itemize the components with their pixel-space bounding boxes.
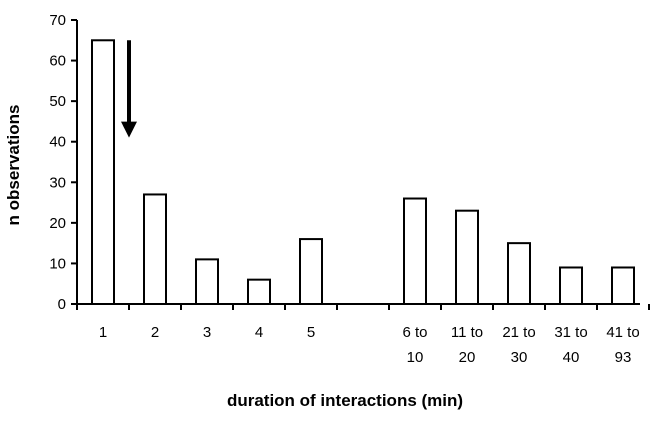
annotation-layer (121, 40, 137, 138)
annotation-arrow-head (121, 121, 137, 138)
x-tick-label: 2 (151, 324, 159, 341)
y-tick-label: 60 (49, 53, 66, 70)
bar (143, 193, 167, 305)
y-tick-label: 40 (49, 134, 66, 151)
x-tick-label: 11 to 20 (451, 324, 483, 366)
y-tick-label: 10 (49, 255, 66, 272)
bar (195, 258, 219, 305)
y-tick-label: 50 (49, 93, 66, 110)
bar (611, 266, 635, 306)
y-tick-label: 30 (49, 174, 66, 191)
bars-layer (91, 39, 635, 306)
x-tick-label: 5 (307, 324, 315, 341)
y-tick-label: 0 (58, 296, 66, 313)
x-tick-label: 3 (203, 324, 211, 341)
y-tick-label: 70 (49, 12, 66, 29)
x-tick-label: 4 (255, 324, 263, 341)
bar (403, 197, 427, 305)
bar (299, 238, 323, 305)
x-tick-label: 21 to 30 (502, 324, 535, 366)
x-ticks-layer: 1 2 3 4 5 6 to 10 11 to 20 21 to 30 31 to 40 41 to 93 (76, 304, 650, 366)
bar (455, 209, 479, 305)
bar (507, 242, 531, 305)
y-ticks-layer: 0 10 20 30 40 50 60 70 (49, 12, 77, 313)
x-axis-title: duration of interactions (min) (227, 391, 463, 410)
y-tick-label: 20 (49, 215, 66, 232)
x-tick-label: 1 (99, 324, 107, 341)
x-tick-label: 41 to 93 (606, 324, 639, 366)
bar (559, 266, 583, 306)
x-tick-label: 31 to 40 (554, 324, 587, 366)
bar (247, 278, 271, 305)
bar (91, 39, 115, 306)
y-axis-title: n observations (4, 105, 23, 226)
x-tick-label: 6 to 10 (402, 324, 427, 366)
